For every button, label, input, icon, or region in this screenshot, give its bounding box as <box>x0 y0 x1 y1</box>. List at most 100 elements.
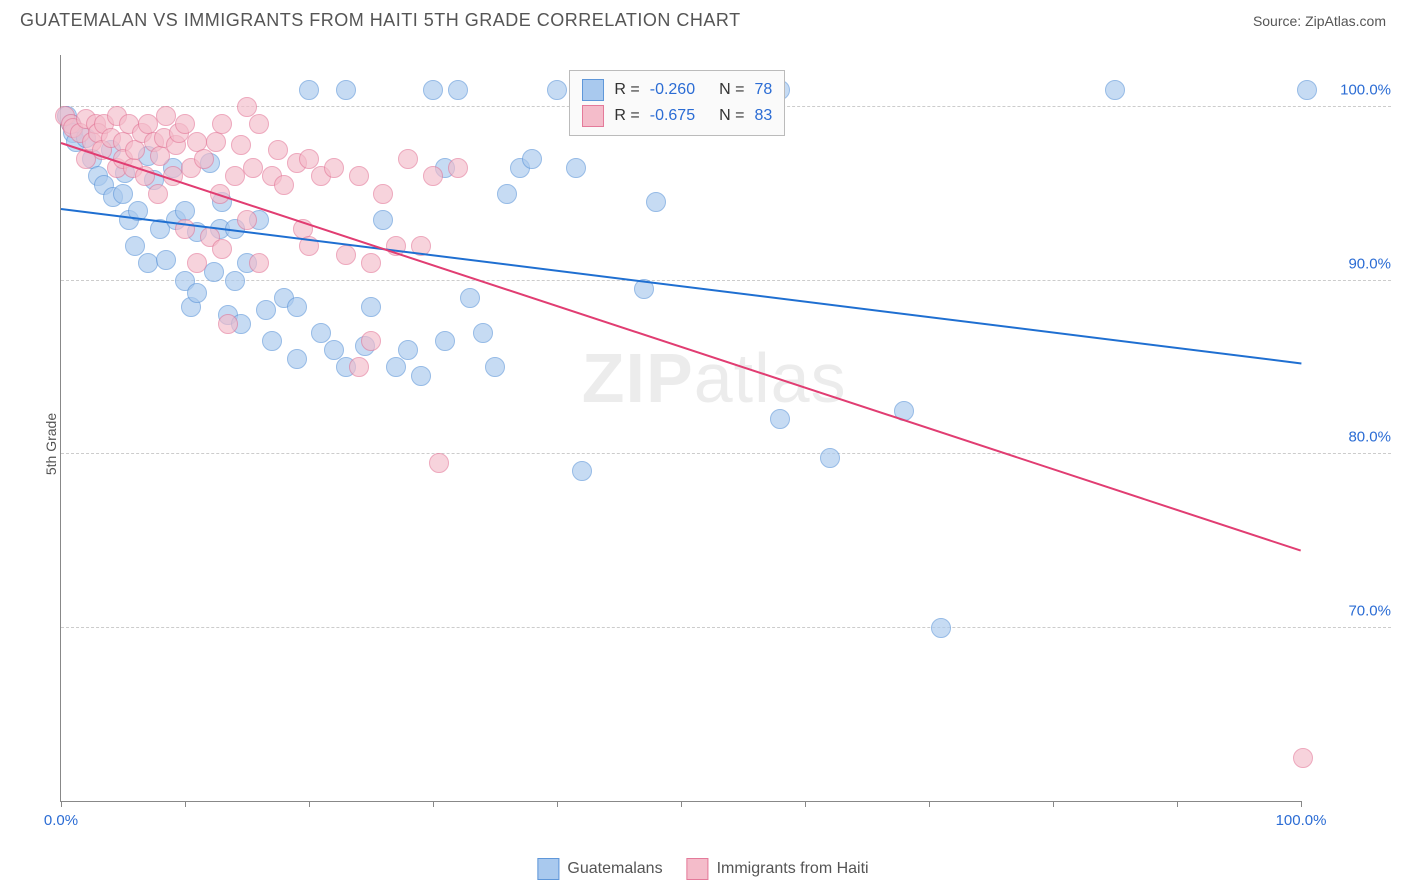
scatter-point <box>243 158 263 178</box>
scatter-point <box>336 245 356 265</box>
stat-n-value: 78 <box>754 81 772 99</box>
plot-area: ZIPatlas 70.0%80.0%90.0%100.0%0.0%100.0%… <box>60 55 1301 802</box>
scatter-point <box>361 297 381 317</box>
stats-box: R = -0.260N = 78R = -0.675N = 83 <box>569 70 785 136</box>
scatter-point <box>256 300 276 320</box>
legend-item: Guatemalans <box>537 858 662 880</box>
scatter-point <box>194 149 214 169</box>
scatter-point <box>398 149 418 169</box>
scatter-point <box>497 184 517 204</box>
chart-title: GUATEMALAN VS IMMIGRANTS FROM HAITI 5TH … <box>20 10 741 31</box>
scatter-point <box>187 283 207 303</box>
scatter-point <box>231 135 251 155</box>
scatter-point <box>429 453 449 473</box>
scatter-point <box>249 253 269 273</box>
scatter-point <box>148 184 168 204</box>
stats-row: R = -0.260N = 78 <box>582 77 772 103</box>
scatter-point <box>237 210 257 230</box>
scatter-point <box>156 250 176 270</box>
y-tick-label: 80.0% <box>1306 429 1391 446</box>
x-tick <box>1177 801 1178 807</box>
gridline-h <box>61 280 1391 281</box>
x-tick <box>805 801 806 807</box>
scatter-point <box>212 239 232 259</box>
x-tick <box>681 801 682 807</box>
scatter-point <box>113 184 133 204</box>
scatter-point <box>349 357 369 377</box>
x-tick <box>309 801 310 807</box>
scatter-point <box>125 140 145 160</box>
x-tick <box>557 801 558 807</box>
scatter-point <box>262 331 282 351</box>
scatter-point <box>125 236 145 256</box>
scatter-point <box>770 409 790 429</box>
stat-r-label: R = <box>614 81 639 99</box>
scatter-point <box>237 97 257 117</box>
scatter-point <box>299 149 319 169</box>
x-tick <box>185 801 186 807</box>
scatter-point <box>274 175 294 195</box>
scatter-point <box>1293 748 1313 768</box>
scatter-point <box>373 210 393 230</box>
scatter-point <box>212 114 232 134</box>
y-axis-label: 5th Grade <box>43 412 59 474</box>
stat-r-label: R = <box>614 107 639 125</box>
scatter-point <box>423 166 443 186</box>
scatter-point <box>187 253 207 273</box>
scatter-point <box>931 618 951 638</box>
legend: Guatemalans Immigrants from Haiti <box>537 858 868 880</box>
scatter-point <box>646 192 666 212</box>
x-tick-label: 100.0% <box>1276 812 1327 829</box>
y-tick-label: 90.0% <box>1306 255 1391 272</box>
legend-swatch <box>582 105 604 127</box>
source-label: Source: ZipAtlas.com <box>1253 13 1386 29</box>
watermark: ZIPatlas <box>582 338 847 418</box>
x-tick <box>61 801 62 807</box>
scatter-point <box>349 166 369 186</box>
scatter-point <box>336 80 356 100</box>
scatter-point <box>138 253 158 273</box>
scatter-point <box>566 158 586 178</box>
x-tick <box>433 801 434 807</box>
scatter-point <box>1297 80 1317 100</box>
scatter-point <box>249 114 269 134</box>
scatter-point <box>820 448 840 468</box>
scatter-point <box>287 297 307 317</box>
scatter-point <box>1105 80 1125 100</box>
legend-swatch <box>687 858 709 880</box>
stat-r-value: -0.260 <box>650 81 695 99</box>
legend-swatch <box>537 858 559 880</box>
scatter-point <box>361 253 381 273</box>
x-tick <box>1053 801 1054 807</box>
stat-n-value: 83 <box>754 107 772 125</box>
gridline-h <box>61 453 1391 454</box>
scatter-point <box>225 271 245 291</box>
scatter-point <box>225 166 245 186</box>
scatter-point <box>423 80 443 100</box>
legend-item: Immigrants from Haiti <box>687 858 869 880</box>
gridline-h <box>61 627 1391 628</box>
scatter-point <box>268 140 288 160</box>
scatter-point <box>473 323 493 343</box>
scatter-point <box>485 357 505 377</box>
scatter-point <box>547 80 567 100</box>
scatter-point <box>411 366 431 386</box>
scatter-point <box>361 331 381 351</box>
scatter-point <box>175 114 195 134</box>
scatter-point <box>311 323 331 343</box>
x-tick <box>929 801 930 807</box>
trend-line <box>61 142 1302 552</box>
stat-n-label: N = <box>719 107 744 125</box>
scatter-point <box>572 461 592 481</box>
scatter-point <box>206 132 226 152</box>
x-tick <box>1301 801 1302 807</box>
trend-line <box>61 208 1301 364</box>
scatter-point <box>448 80 468 100</box>
scatter-point <box>324 158 344 178</box>
scatter-point <box>522 149 542 169</box>
stat-r-value: -0.675 <box>650 107 695 125</box>
x-tick-label: 0.0% <box>44 812 78 829</box>
scatter-point <box>218 314 238 334</box>
scatter-point <box>156 106 176 126</box>
legend-label: Guatemalans <box>567 860 662 878</box>
